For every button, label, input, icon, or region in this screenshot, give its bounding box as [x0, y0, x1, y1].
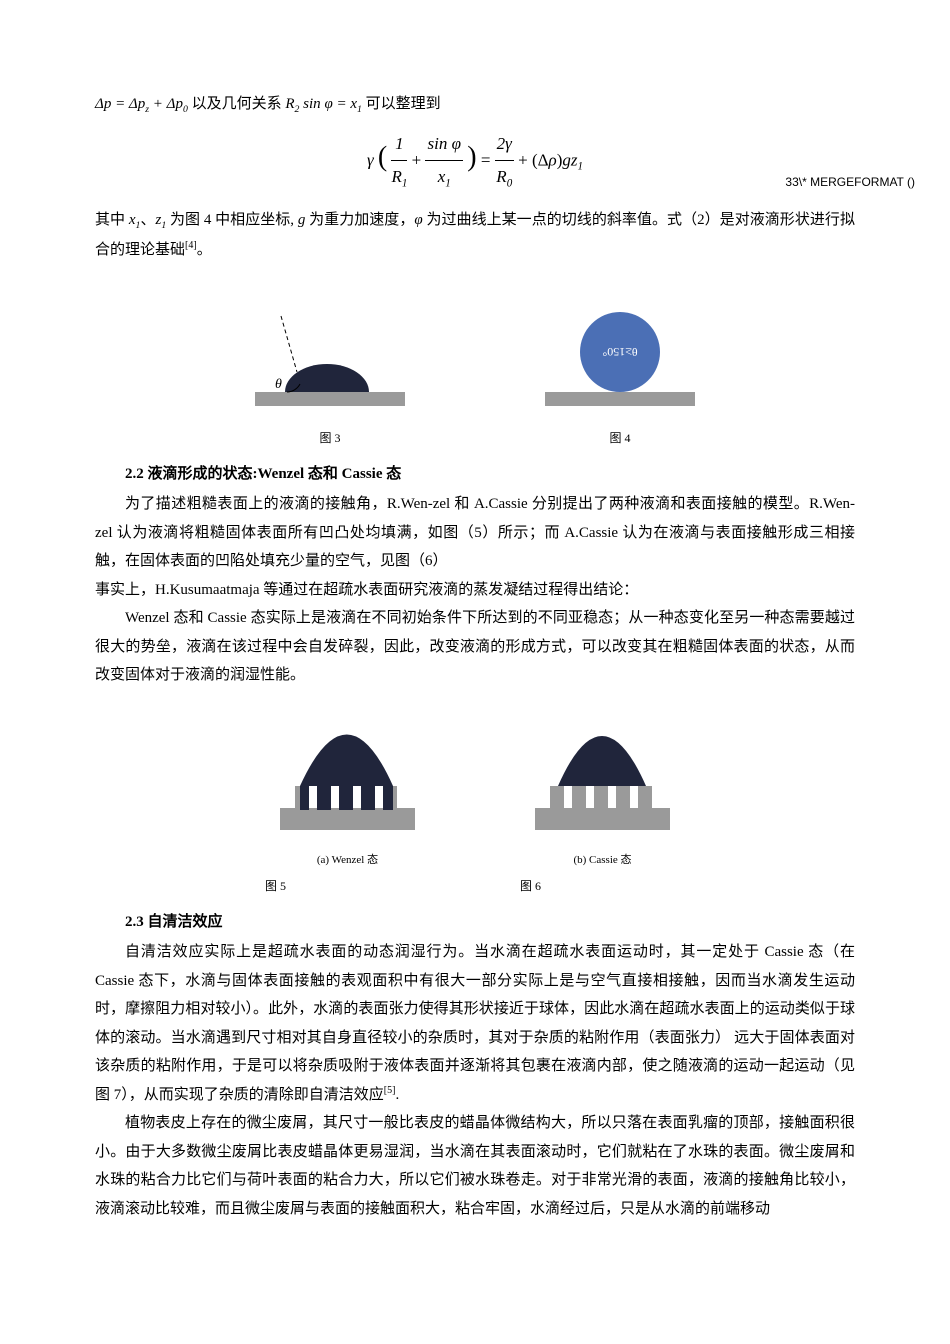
section-2-2-heading: 2.2 液滴形成的状态:Wenzel 态和 Cassie 态 [95, 460, 855, 489]
eq1-expr: Δp = Δpz + Δp0 [95, 96, 188, 112]
figure-5: (a) Wenzel 态 图 5 [265, 708, 430, 898]
fig6-label: 图 6 [520, 875, 685, 898]
after-eq-period: 。 [197, 242, 212, 258]
s23-para2: 植物表皮上存在的微尘废屑，其尺寸一般比表皮的蜡晶体微结构大，所以只落在表面乳瘤的… [95, 1109, 855, 1223]
fig5-label: 图 5 [265, 875, 430, 898]
ref-4: [4] [185, 240, 197, 251]
s23-p1-text: 自清洁效应实际上是超疏水表面的动态润湿行为。当水滴在超疏水表面运动时，其一定处于… [95, 944, 855, 1103]
equation-line-1: Δp = Δpz + Δp0 以及几何关系 R2 sin φ = x1 可以整理… [95, 90, 855, 120]
fig3-label: 图 3 [245, 427, 415, 450]
var-phi: φ [414, 212, 422, 228]
s22-para2: 事实上，H.Kusumaatmaja 等通过在超疏水表面研究液滴的蒸发凝结过程得… [95, 576, 855, 605]
after-eq-mid2: 为重力加速度， [305, 212, 414, 228]
after-eq-mid1: 为图 4 中相应坐标, [166, 212, 298, 228]
fig4-svg: θ≥150° [535, 292, 705, 412]
fig6-sublabel: (b) Cassie 态 [520, 850, 685, 871]
s22-para1: 为了描述粗糙表面上的液滴的接触角，R.Wen-zel 和 A.Cassie 分别… [95, 490, 855, 576]
figure-6: (b) Cassie 态 图 6 [520, 708, 685, 898]
s23-p1-end: . [395, 1087, 399, 1103]
var-z1: z1 [155, 212, 166, 228]
fig5-sublabel: (a) Wenzel 态 [265, 850, 430, 871]
fig5-svg [265, 708, 430, 838]
fig4-text: θ≥150° [602, 345, 637, 359]
figure-4: θ≥150° 图 4 [535, 292, 705, 449]
var-x1: x1 [129, 212, 141, 228]
fig3-theta-label: θ [275, 377, 282, 392]
ref-5: [5] [384, 1085, 396, 1096]
eq1-text2: 可以整理到 [366, 96, 441, 112]
after-eq-para: 其中 x1、z1 为图 4 中相应坐标, g 为重力加速度，φ 为过曲线上某一点… [95, 206, 855, 264]
after-eq-p1: 其中 [95, 212, 129, 228]
equation-main: γ ( 1 R1 + sin φ x1 ) = 2γ R0 + (Δρ)gz1 … [95, 128, 855, 195]
figure-row-5-6: (a) Wenzel 态 图 5 (b) Cassie 态 图 6 [95, 708, 855, 898]
section-2-3-heading: 2.3 自清洁效应 [95, 908, 855, 937]
eq-main-expr: γ ( 1 R1 + sin φ x1 ) = 2γ R0 + (Δρ)gz1 [367, 128, 583, 195]
figure-3: θ 图 3 [245, 292, 415, 449]
fig6-svg [520, 708, 685, 838]
eq-label: 33\* MERGEFORMAT () [785, 171, 915, 194]
eq1-text1: 以及几何关系 [192, 96, 286, 112]
fig4-label: 图 4 [535, 427, 705, 450]
after-eq-sep1: 、 [140, 212, 155, 228]
eq1-geom: R2 sin φ = x1 [285, 96, 362, 112]
s22-para3: Wenzel 态和 Cassie 态实际上是液滴在不同初始条件下所达到的不同亚稳… [95, 604, 855, 690]
figure-row-3-4: θ 图 3 θ≥150° 图 4 [95, 292, 855, 449]
s23-para1: 自清洁效应实际上是超疏水表面的动态润湿行为。当水滴在超疏水表面运动时，其一定处于… [95, 938, 855, 1109]
fig3-svg: θ [245, 292, 415, 412]
